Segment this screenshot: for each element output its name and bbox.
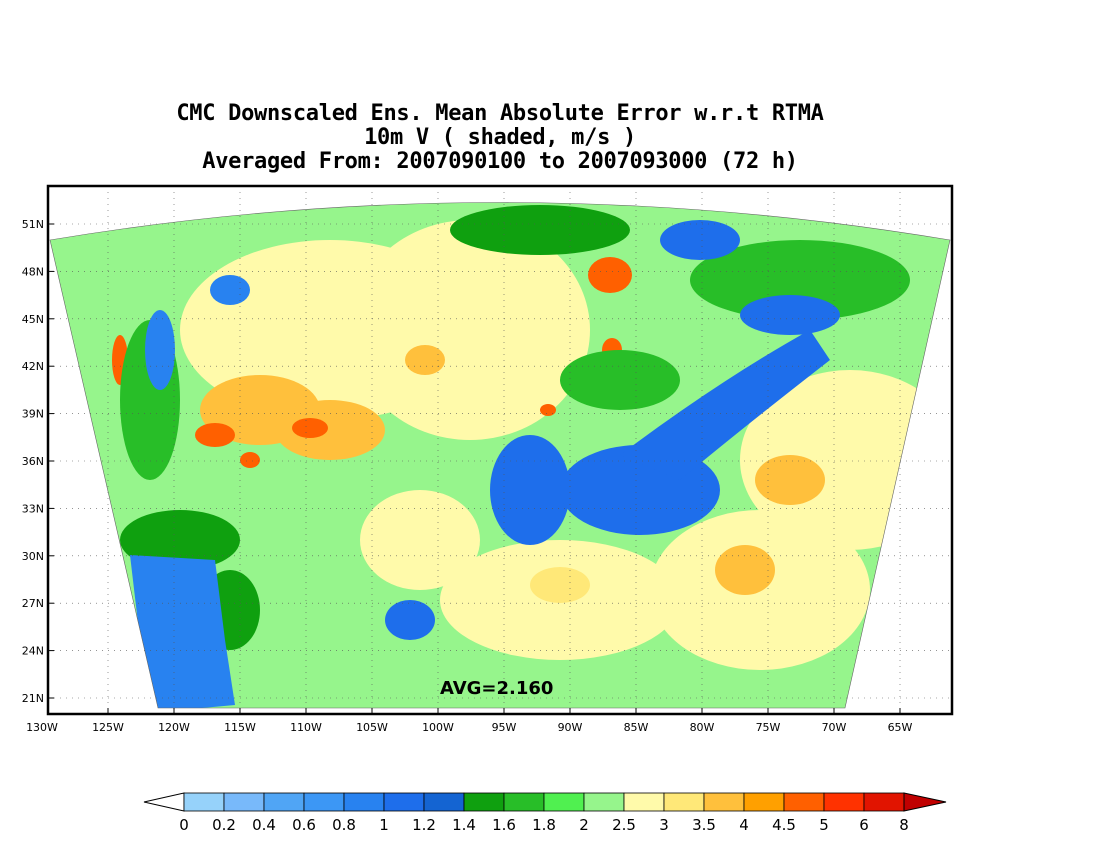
map-title-line-2: 10m V ( shaded, m/s ) (364, 125, 636, 150)
lon-label: 75W (756, 721, 781, 734)
colorbar-low-arrow (143, 792, 185, 812)
colorbar-label: 1.6 (492, 816, 516, 834)
lat-label: 36N (22, 455, 44, 468)
colorbar-boxes (183, 792, 905, 812)
colorbar-high-arrow (903, 792, 947, 812)
lat-label: 21N (22, 692, 44, 705)
colorbar-label: 3.5 (692, 816, 716, 834)
map-shading (49, 202, 951, 709)
latitude-labels: 51N 48N 45N 42N 39N 36N 33N 30N 27N 24N 21N (22, 218, 44, 705)
lat-label: 39N (22, 408, 44, 421)
colorbar-box (463, 792, 505, 812)
colorbar-box (503, 792, 545, 812)
colorbar-label: 3 (659, 816, 669, 834)
colorbar-label: 0 (179, 816, 189, 834)
colorbar-label: 2 (579, 816, 589, 834)
longitude-labels: 130W 125W 120W 115W 110W 105W 100W 95W 90W 85W 80W… (26, 721, 912, 734)
lon-label: 110W (290, 721, 322, 734)
lat-label: 33N (22, 502, 44, 515)
map-frame (46, 184, 954, 716)
colorbar-box (863, 792, 905, 812)
colorbar-label: 1 (379, 816, 389, 834)
colorbar-box (703, 792, 745, 812)
map-title-line-3: Averaged From: 2007090100 to 2007093000 … (202, 149, 798, 174)
colorbar-label: 2.5 (612, 816, 636, 834)
colorbar-box (783, 792, 825, 812)
lon-label: 85W (624, 721, 649, 734)
colorbar-label: 6 (859, 816, 869, 834)
lon-label: 70W (822, 721, 847, 734)
colorbar-label: 4.5 (772, 816, 796, 834)
colorbar-box (383, 792, 425, 812)
colorbar-label: 1.4 (452, 816, 476, 834)
lat-label: 42N (22, 360, 44, 373)
colorbar-box (743, 792, 785, 812)
colorbar-box (823, 792, 865, 812)
colorbar-label: 0.6 (292, 816, 316, 834)
colorbar-box (583, 792, 625, 812)
lon-label: 90W (558, 721, 583, 734)
colorbar-label: 0.4 (252, 816, 276, 834)
colorbar-label: 1.2 (412, 816, 436, 834)
colorbar-box (183, 792, 225, 812)
colorbar-box (343, 792, 385, 812)
colorbar-label: 1.8 (532, 816, 556, 834)
lon-label: 115W (224, 721, 256, 734)
lon-label: 120W (158, 721, 190, 734)
lat-label: 45N (22, 313, 44, 326)
colorbar-box (543, 792, 585, 812)
map-grid (48, 186, 952, 714)
lat-label: 24N (22, 645, 44, 658)
colorbar-box (263, 792, 305, 812)
lon-label: 80W (690, 721, 715, 734)
map-title-line-1: CMC Downscaled Ens. Mean Absolute Error … (176, 101, 824, 126)
avg-label: AVG=2.160 (440, 678, 553, 699)
colorbar: 0 0.2 0.4 0.6 0.8 1 1.2 1.4 1.6 1.8 2 2.5 3 3.5 4 4.5 5 6… (143, 792, 947, 834)
lat-label: 27N (22, 597, 44, 610)
colorbar-labels: 0 0.2 0.4 0.6 0.8 1 1.2 1.4 1.6 1.8 2 2.5 3 3.5 4 4.5 5 6… (179, 816, 909, 834)
colorbar-label: 5 (819, 816, 829, 834)
lon-label: 130W (26, 721, 58, 734)
lon-label: 65W (888, 721, 913, 734)
lat-label: 51N (22, 218, 44, 231)
colorbar-box (223, 792, 265, 812)
colorbar-label: 4 (739, 816, 749, 834)
colorbar-label: 0.2 (212, 816, 236, 834)
colorbar-box (663, 792, 705, 812)
colorbar-box (303, 792, 345, 812)
colorbar-label: 8 (899, 816, 909, 834)
colorbar-label: 0.8 (332, 816, 356, 834)
lon-label: 125W (92, 721, 124, 734)
lon-label: 95W (492, 721, 517, 734)
lat-label: 30N (22, 550, 44, 563)
colorbar-box (423, 792, 465, 812)
lon-label: 100W (422, 721, 454, 734)
lon-label: 105W (356, 721, 388, 734)
lat-label: 48N (22, 265, 44, 278)
colorbar-box (623, 792, 665, 812)
